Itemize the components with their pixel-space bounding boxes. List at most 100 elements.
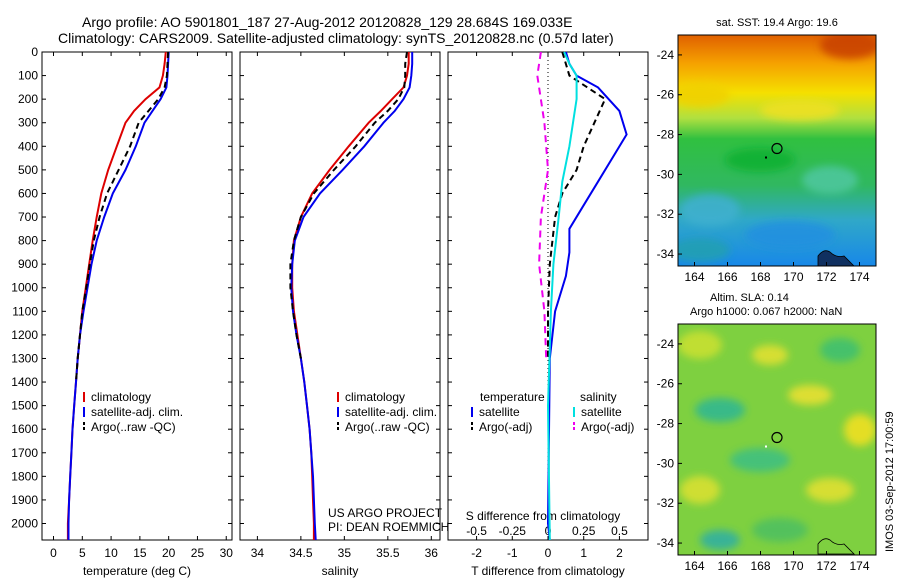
sst-map-title: sat. SST: 19.4 Argo: 19.6 [716, 17, 838, 29]
series-sat [67, 51, 170, 540]
top-axis-label: S difference from climatology [466, 509, 621, 523]
map-x-tick-label: 166 [717, 559, 737, 573]
x-tick-label: 25 [191, 546, 205, 560]
x-tick-label: 35 [338, 546, 352, 560]
series-t_argo [547, 51, 607, 359]
x-axis-label: T difference from climatology [471, 564, 625, 578]
map-y-tick-label: -26 [657, 377, 675, 391]
legend-label: Argo(-adj) [479, 420, 532, 434]
top-scale-label: -0.5 [466, 524, 487, 538]
series-clim [66, 51, 167, 540]
map-y-tick-label: -32 [657, 496, 675, 510]
y-tick-label: 400 [18, 139, 38, 153]
legend-label: Argo(..raw -QC) [345, 420, 430, 434]
legend-label: Argo(-adj) [581, 420, 634, 434]
map-y-tick-label: -28 [657, 417, 675, 431]
y-tick-label: 900 [18, 257, 38, 271]
map-y-tick-label: -34 [657, 536, 675, 550]
map-x-tick-label: 164 [684, 270, 704, 284]
x-tick-label: 20 [162, 546, 176, 560]
plot-frame [239, 51, 441, 541]
y-tick-label: 1600 [11, 422, 38, 436]
y-tick-label: 1700 [11, 446, 38, 460]
map-y-tick-label: -30 [657, 167, 675, 181]
y-tick-label: 1000 [11, 281, 38, 295]
legend-header: temperature [480, 390, 545, 404]
y-tick-label: 2000 [11, 516, 38, 530]
legend-label: satellite-adj. clim. [91, 405, 183, 419]
y-tick-label: 600 [18, 186, 38, 200]
series-t_sat [546, 51, 628, 541]
legend-label: satellite-adj. clim. [345, 405, 437, 419]
legend-label: climatology [91, 390, 151, 404]
sla-map-title: Altim. SLA: 0.14 [710, 292, 789, 304]
x-tick-label: 10 [104, 546, 118, 560]
legend-header: salinity [580, 390, 617, 404]
plot-frame [41, 51, 233, 541]
legend-label: satellite [479, 405, 520, 419]
x-tick-label: 34 [251, 546, 265, 560]
top-scale-label: 0.25 [572, 524, 596, 538]
x-tick-label: 0 [545, 546, 552, 560]
y-tick-label: 100 [18, 69, 38, 83]
y-tick-label: 1800 [11, 469, 38, 483]
y-tick-label: 1100 [12, 304, 38, 318]
series-argo [75, 51, 170, 383]
x-tick-label: 36 [425, 546, 439, 560]
argo-location-marker [771, 142, 783, 155]
x-tick-label: -2 [471, 546, 482, 560]
series-argo [289, 51, 408, 359]
sla-map: Altim. SLA: 0.14 Argo h1000: 0.067 h2000… [657, 292, 877, 573]
top-scale-label: -0.25 [499, 524, 527, 538]
x-tick-label: 35.5 [376, 546, 400, 560]
map-x-tick-label: 168 [750, 270, 770, 284]
difference-panel: -2 -1 0 1 2 T difference from climatology -0.5… [447, 51, 649, 578]
y-tick-label: 0 [31, 45, 38, 59]
x-tick-label: 34.5 [289, 546, 313, 560]
header-line-1: Argo profile: AO 5901801_187 27-Aug-2012… [82, 14, 572, 30]
x-tick-label: -1 [507, 546, 518, 560]
x-tick-label: 1 [580, 546, 587, 560]
salinity-panel: 34 34.5 35 35.5 36 salinity climatologysatelli… [239, 51, 449, 578]
sla-map-subtitle: Argo h1000: 0.067 h2000: NaN [690, 306, 842, 318]
x-axis-label: salinity [322, 564, 359, 578]
project-annotation: PI: DEAN ROEMMICH [328, 520, 449, 534]
y-tick-label: 300 [18, 116, 38, 130]
y-tick-label: 700 [18, 210, 38, 224]
top-scale-label: 0.5 [611, 524, 628, 538]
map-x-tick-label: 170 [783, 270, 803, 284]
y-tick-label: 1900 [11, 493, 38, 507]
map-x-tick-label: 164 [684, 559, 704, 573]
series-s_sat [546, 51, 578, 541]
temperature-panel: 0 5 10 15 20 25 30 temperature (deg C) 0 100 200 30… [11, 45, 233, 578]
float-position-dot [765, 156, 767, 159]
map-x-tick-label: 166 [717, 270, 737, 284]
imos-credit: IMOS 03-Sep-2012 17:00:59 [884, 411, 896, 552]
y-tick-label: 1300 [11, 351, 38, 365]
sst-map: sat. SST: 19.4 Argo: 19.6 164 166 168 170 17… [657, 17, 877, 284]
map-x-tick-label: 174 [849, 270, 869, 284]
x-tick-label: 15 [133, 546, 147, 560]
y-tick-label: 500 [18, 163, 38, 177]
map-y-tick-label: -26 [657, 88, 675, 102]
legend-label: satellite [581, 405, 622, 419]
map-y-tick-label: -34 [657, 247, 675, 261]
legend-label: climatology [345, 390, 405, 404]
y-tick-label: 1200 [11, 328, 38, 342]
y-tick-label: 1500 [11, 399, 38, 413]
map-y-tick-label: -24 [657, 337, 675, 351]
map-x-tick-label: 168 [750, 559, 770, 573]
map-y-tick-label: -24 [657, 48, 675, 62]
map-x-tick-label: 174 [849, 559, 869, 573]
y-tick-label: 1400 [11, 375, 38, 389]
map-x-tick-label: 172 [816, 559, 836, 573]
series-s_argo [536, 51, 550, 359]
x-tick-label: 2 [616, 546, 623, 560]
map-y-tick-label: -32 [657, 207, 675, 221]
x-tick-label: 0 [50, 546, 57, 560]
map-x-tick-label: 172 [816, 270, 836, 284]
x-axis-label: temperature (deg C) [83, 564, 191, 578]
y-tick-label: 200 [18, 92, 38, 106]
legend-label: Argo(..raw -QC) [91, 420, 176, 434]
x-tick-label: 30 [220, 546, 234, 560]
